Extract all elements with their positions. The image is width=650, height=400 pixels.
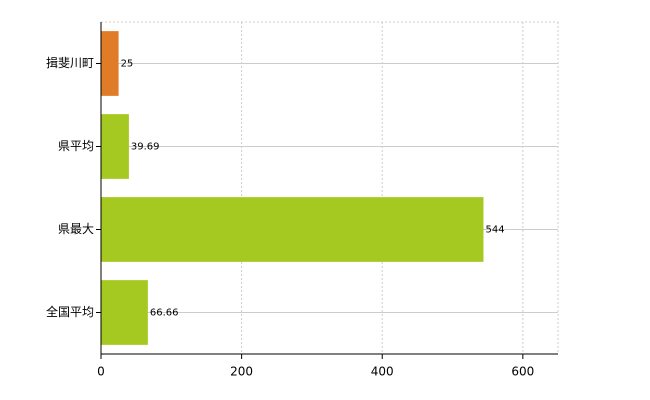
value-label: 39.69 <box>131 142 160 153</box>
y-tick-label: 県平均 <box>58 139 94 153</box>
x-tick-label: 200 <box>230 365 253 379</box>
value-label: 66.66 <box>150 308 179 319</box>
bar <box>101 197 484 262</box>
x-tick-label: 600 <box>511 365 534 379</box>
y-tick-label: 県最大 <box>58 222 94 236</box>
x-tick-label: 400 <box>371 365 394 379</box>
y-tick-label: 全国平均 <box>46 304 94 319</box>
y-tick-label: 揖斐川町 <box>46 56 94 70</box>
bar <box>101 31 119 96</box>
value-label: 544 <box>485 225 504 236</box>
value-label: 25 <box>121 59 134 70</box>
bar <box>101 280 148 345</box>
bar <box>101 114 129 179</box>
x-tick-label: 0 <box>97 365 105 379</box>
